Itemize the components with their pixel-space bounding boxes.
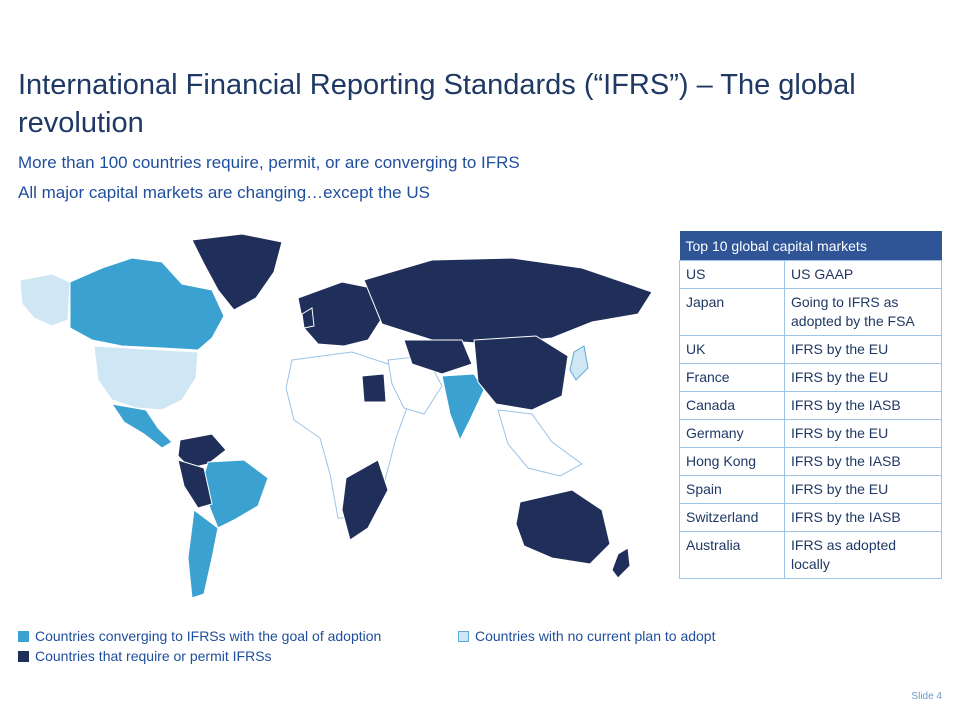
legend-item-converging: Countries converging to IFRSs with the g… bbox=[18, 628, 381, 644]
market-cell: Switzerland bbox=[679, 503, 785, 532]
table-row: France IFRS by the EU bbox=[679, 363, 942, 392]
region-india bbox=[441, 373, 485, 442]
table-row: Japan Going to IFRS as adopted by the FSA bbox=[679, 288, 942, 336]
table-header: Top 10 global capital markets bbox=[679, 231, 942, 261]
legend-swatch-converging bbox=[18, 631, 29, 642]
market-cell: Canada bbox=[679, 391, 785, 420]
status-cell: IFRS by the IASB bbox=[784, 447, 942, 476]
region-canada bbox=[69, 257, 225, 351]
region-southern-cone bbox=[187, 509, 219, 599]
table-row: Hong Kong IFRS by the IASB bbox=[679, 447, 942, 476]
slide-number: Slide 4 bbox=[911, 691, 942, 702]
status-cell: Going to IFRS as adopted by the FSA bbox=[784, 288, 942, 336]
legend-swatch-require-permit bbox=[18, 651, 29, 662]
region-egypt bbox=[361, 373, 387, 403]
status-cell: IFRS by the EU bbox=[784, 363, 942, 392]
table-row: UK IFRS by the EU bbox=[679, 335, 942, 364]
status-cell: IFRS by the EU bbox=[784, 475, 942, 504]
status-cell: IFRS by the EU bbox=[784, 335, 942, 364]
market-cell: UK bbox=[679, 335, 785, 364]
region-mexico bbox=[110, 403, 173, 449]
legend-item-require-permit: Countries that require or permit IFRSs bbox=[18, 648, 272, 664]
market-cell: Spain bbox=[679, 475, 785, 504]
region-central-asia bbox=[403, 339, 473, 375]
subtitle-markets: All major capital markets are changing…e… bbox=[18, 183, 430, 202]
subtitle-countries: More than 100 countries require, permit,… bbox=[18, 153, 520, 172]
region-australia bbox=[515, 489, 611, 565]
region-usa bbox=[93, 345, 199, 411]
region-andes bbox=[177, 459, 213, 509]
world-map bbox=[19, 233, 653, 599]
table-row: Canada IFRS by the IASB bbox=[679, 391, 942, 420]
market-cell: Australia bbox=[679, 531, 785, 579]
table-row: Australia IFRS as adopted locally bbox=[679, 531, 942, 579]
table-row: Switzerland IFRS by the IASB bbox=[679, 503, 942, 532]
table-row: Spain IFRS by the EU bbox=[679, 475, 942, 504]
legend-item-no-plan: Countries with no current plan to adopt bbox=[458, 628, 715, 644]
region-southeast-asia bbox=[497, 409, 583, 477]
legend-label-converging: Countries converging to IFRSs with the g… bbox=[35, 628, 382, 644]
market-cell: Hong Kong bbox=[679, 447, 785, 476]
status-cell: US GAAP bbox=[784, 260, 942, 289]
region-greenland bbox=[191, 233, 283, 311]
market-cell: France bbox=[679, 363, 785, 392]
region-uk bbox=[301, 307, 315, 329]
region-japan bbox=[569, 345, 589, 381]
region-brazil bbox=[201, 459, 269, 529]
region-alaska bbox=[19, 273, 71, 327]
table-row: US US GAAP bbox=[679, 260, 942, 289]
legend-label-no-plan: Countries with no current plan to adopt bbox=[475, 628, 716, 644]
region-southern-africa bbox=[341, 459, 389, 541]
market-cell: Germany bbox=[679, 419, 785, 448]
status-cell: IFRS by the IASB bbox=[784, 503, 942, 532]
capital-markets-table: Top 10 global capital markets US US GAAP … bbox=[679, 231, 942, 579]
table-row: Germany IFRS by the EU bbox=[679, 419, 942, 448]
market-cell: Japan bbox=[679, 288, 785, 336]
legend-swatch-no-plan bbox=[458, 631, 469, 642]
status-cell: IFRS by the IASB bbox=[784, 391, 942, 420]
status-cell: IFRS as adopted locally bbox=[784, 531, 942, 579]
region-new-zealand bbox=[611, 547, 631, 579]
status-cell: IFRS by the EU bbox=[784, 419, 942, 448]
region-china bbox=[473, 335, 569, 411]
market-cell: US bbox=[679, 260, 785, 289]
slide-title: International Financial Reporting Standa… bbox=[18, 69, 856, 139]
region-russia bbox=[363, 257, 653, 345]
region-europe bbox=[297, 281, 383, 347]
legend-label-require-permit: Countries that require or permit IFRSs bbox=[35, 648, 272, 664]
